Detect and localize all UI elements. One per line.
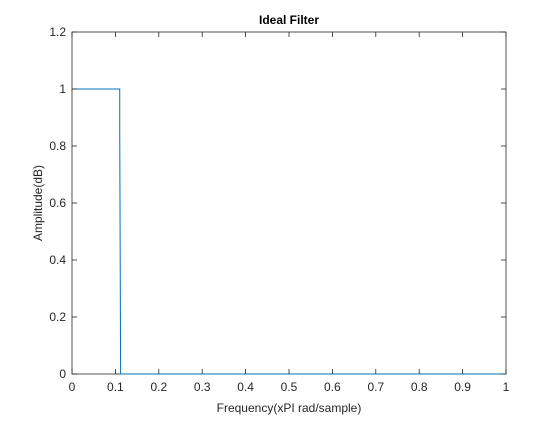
x-tick-label: 0.6 xyxy=(324,380,341,394)
x-axis-label: Frequency(xPI rad/sample) xyxy=(217,401,362,415)
x-tick-label: 0.4 xyxy=(237,380,254,394)
x-tick-label: 0.5 xyxy=(281,380,298,394)
y-tick-label: 0 xyxy=(59,367,66,381)
y-axis-label: Amplitude(dB) xyxy=(31,165,45,241)
series-layer xyxy=(72,88,506,375)
x-tick-label: 0.9 xyxy=(454,380,471,394)
chart-title: Ideal Filter xyxy=(259,13,319,27)
y-tick-label: 0.2 xyxy=(49,310,66,324)
x-tick-label: 0.1 xyxy=(107,380,124,394)
y-tick-label: 0.6 xyxy=(49,196,66,210)
y-tick-label: 1 xyxy=(59,82,66,96)
x-tick-label: 0.7 xyxy=(367,380,384,394)
plot-area xyxy=(71,31,507,375)
series-line-0 xyxy=(72,88,506,375)
x-tick-label: 0.8 xyxy=(411,380,428,394)
x-tick-label: 0.2 xyxy=(150,380,167,394)
y-tick-label: 0.8 xyxy=(49,139,66,153)
y-tick-label: 1.2 xyxy=(49,25,66,39)
x-tick-label: 0.3 xyxy=(194,380,211,394)
plot-border xyxy=(71,31,507,375)
axes-layer: 0 0.1 0.2 0.3 0.4 0.5 0.6 0.7 0.8 0.9 1 0 0.2 0.4 0.6 0… xyxy=(49,25,509,394)
y-tick-label: 0.4 xyxy=(49,253,66,267)
x-tick-label: 1 xyxy=(503,380,510,394)
x-tick-label: 0 xyxy=(69,380,76,394)
